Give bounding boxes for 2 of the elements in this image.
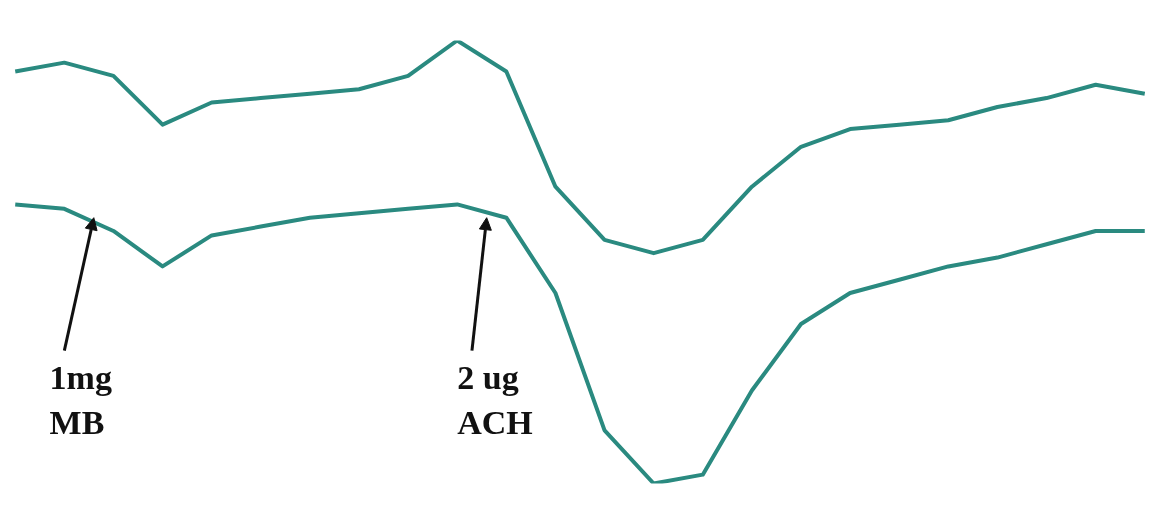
annotation: 2 ug ACH	[457, 359, 533, 441]
annotation: 1mg MB	[49, 359, 112, 441]
